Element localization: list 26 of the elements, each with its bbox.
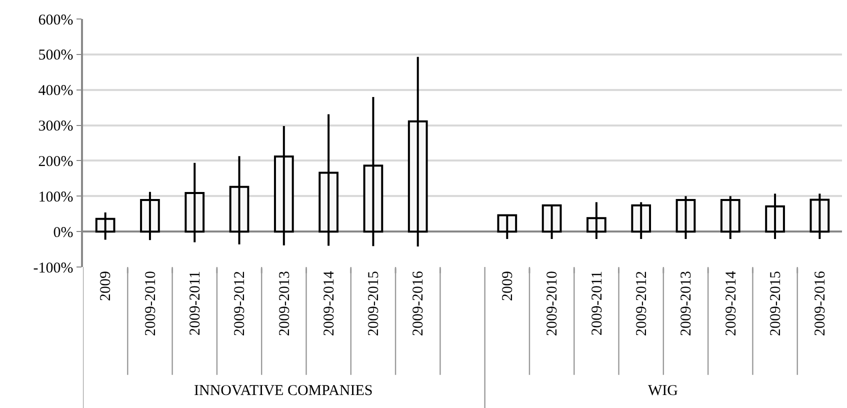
x-tick-label: 2009-2011: [187, 271, 204, 336]
y-tick-label: 300%: [38, 118, 74, 135]
y-tick-label: 600%: [38, 12, 74, 28]
x-tick-label: 2009-2014: [321, 270, 338, 336]
x-tick-label: 2009-2010: [142, 271, 159, 336]
x-tick-label: 2009-2015: [768, 271, 784, 336]
x-tick-label: 2009-2013: [276, 271, 293, 336]
y-tick-label: 500%: [38, 48, 74, 64]
y-tick-label: 0%: [53, 224, 74, 241]
x-tick-label: 2009-2012: [634, 271, 650, 336]
x-tick-label: 2009-2014: [723, 270, 740, 336]
x-tick-label: 2009-2011: [589, 271, 606, 336]
y-tick-label: -100%: [33, 260, 74, 276]
x-tick-label: 2009-2015: [366, 271, 382, 336]
y-tick-label: 400%: [38, 83, 74, 100]
text: INNOVATIVE COMPANIES: [194, 383, 373, 399]
text: WIG: [648, 383, 678, 399]
x-tick-label: 2009: [98, 271, 114, 301]
x-tick-label: 2009-2016: [410, 270, 427, 336]
x-tick-label: 2009-2013: [678, 271, 695, 336]
y-tick-label: 200%: [38, 154, 74, 170]
x-tick-label: 2009-2012: [232, 271, 248, 336]
y-tick-label: 100%: [38, 189, 74, 206]
x-tick-label: 2009-2010: [544, 271, 561, 336]
x-tick-label: 2009: [500, 271, 516, 301]
x-tick-label: 2009-2016: [812, 270, 829, 336]
